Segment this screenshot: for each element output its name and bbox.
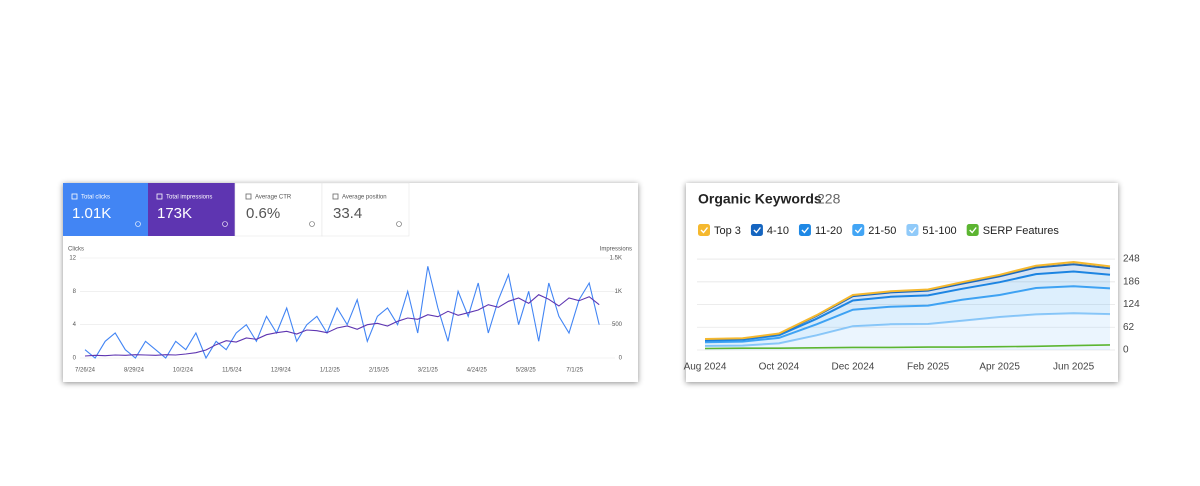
stack-line xyxy=(704,285,1111,344)
help-icon xyxy=(309,221,315,227)
check-mark xyxy=(700,227,709,234)
legend-label[interactable]: 4-10 xyxy=(767,225,789,237)
x-tick-label: 3/21/25 xyxy=(418,368,439,374)
x-tick-label: 2/15/25 xyxy=(369,368,390,374)
y-tick-label: 12 xyxy=(69,256,76,262)
check-mark xyxy=(969,227,977,234)
stack-line xyxy=(704,270,1111,342)
legend-label[interactable]: Top 3 xyxy=(714,225,741,237)
check-mark xyxy=(753,227,761,234)
x-tick-label: Apr 2025 xyxy=(979,362,1020,373)
legend-checkbox[interactable] xyxy=(906,224,919,236)
legend-checkbox[interactable] xyxy=(852,224,865,236)
x-tick-label: Jun 2025 xyxy=(1053,362,1095,373)
x-tick-label: 1/12/25 xyxy=(320,368,341,374)
legend-checkbox[interactable] xyxy=(798,224,811,236)
x-tick-label: Aug 2024 xyxy=(684,362,727,373)
data-line xyxy=(84,294,600,357)
stack-line xyxy=(704,312,1111,347)
checkbox xyxy=(332,193,339,200)
x-tick-label: Dec 2024 xyxy=(832,362,875,373)
metric-value: 1.01K xyxy=(72,205,111,222)
y-tick-label: 0 xyxy=(73,356,77,362)
metric-value: 0.6% xyxy=(246,205,280,222)
x-tick-label: Feb 2025 xyxy=(907,362,950,373)
x-tick-label: 11/5/24 xyxy=(222,368,242,374)
y-tick-label: 248 xyxy=(1123,254,1140,265)
x-tick-label: 12/9/24 xyxy=(271,368,292,374)
stack-area xyxy=(705,286,1110,346)
metric-card[interactable] xyxy=(321,182,410,237)
legend-label[interactable]: SERP Features xyxy=(983,225,1060,237)
x-tick-label: 7/1/25 xyxy=(566,368,583,374)
x-tick-label: Oct 2024 xyxy=(759,362,800,373)
metric-label: Total clicks xyxy=(81,195,110,201)
data-line xyxy=(704,344,1111,350)
chart-title: Organic Keywords xyxy=(698,191,822,207)
metric-label: Average CTR xyxy=(255,195,292,201)
legend-checkbox[interactable] xyxy=(750,224,763,236)
y2-axis-title: Impressions xyxy=(600,247,632,253)
check-mark xyxy=(801,227,809,234)
metric-label: Total impressions xyxy=(166,195,212,201)
legend-checkbox[interactable] xyxy=(966,224,979,236)
x-tick-label: 10/2/24 xyxy=(173,368,194,374)
metric-card[interactable] xyxy=(148,183,235,236)
metric-value: 173K xyxy=(157,205,192,222)
y-tick-label: 62 xyxy=(1123,322,1135,333)
legend-label[interactable]: 51-100 xyxy=(922,225,956,237)
stack-area xyxy=(705,271,1110,343)
y-tick-label: 8 xyxy=(73,289,77,295)
x-tick-label: 5/28/25 xyxy=(516,368,537,374)
help-icon xyxy=(222,221,228,227)
checkbox xyxy=(245,193,252,200)
check-mark xyxy=(854,227,863,234)
y-tick-label: 124 xyxy=(1123,299,1140,310)
help-icon xyxy=(135,221,141,227)
legend-checkbox[interactable] xyxy=(698,224,710,236)
y2-tick-label: 0 xyxy=(619,356,623,362)
checkbox xyxy=(71,193,78,200)
y-axis-title: Clicks xyxy=(68,247,84,253)
metric-card[interactable] xyxy=(63,183,148,236)
y-tick-label: 186 xyxy=(1123,276,1140,287)
y-tick-label: 4 xyxy=(73,322,77,328)
stack-area xyxy=(705,313,1110,350)
x-tick-label: 4/24/25 xyxy=(467,368,488,374)
legend-label[interactable]: 11-20 xyxy=(815,225,842,237)
x-tick-label: 7/26/24 xyxy=(75,368,96,374)
x-tick-label: 8/29/24 xyxy=(124,368,145,374)
y2-tick-label: 500 xyxy=(612,322,623,328)
help-icon xyxy=(396,221,402,227)
checkbox xyxy=(156,193,163,200)
y-tick-label: 0 xyxy=(1123,345,1129,356)
chart-subtitle: 228 xyxy=(817,191,841,207)
y2-tick-label: 1K xyxy=(615,289,622,295)
metric-label: Average position xyxy=(342,195,387,201)
stack-line xyxy=(704,260,1111,340)
metric-value: 33.4 xyxy=(333,205,362,222)
y2-tick-label: 1.5K xyxy=(610,256,622,262)
legend-label[interactable]: 21-50 xyxy=(868,225,896,237)
check-mark xyxy=(908,227,917,234)
metric-card[interactable] xyxy=(234,182,323,237)
